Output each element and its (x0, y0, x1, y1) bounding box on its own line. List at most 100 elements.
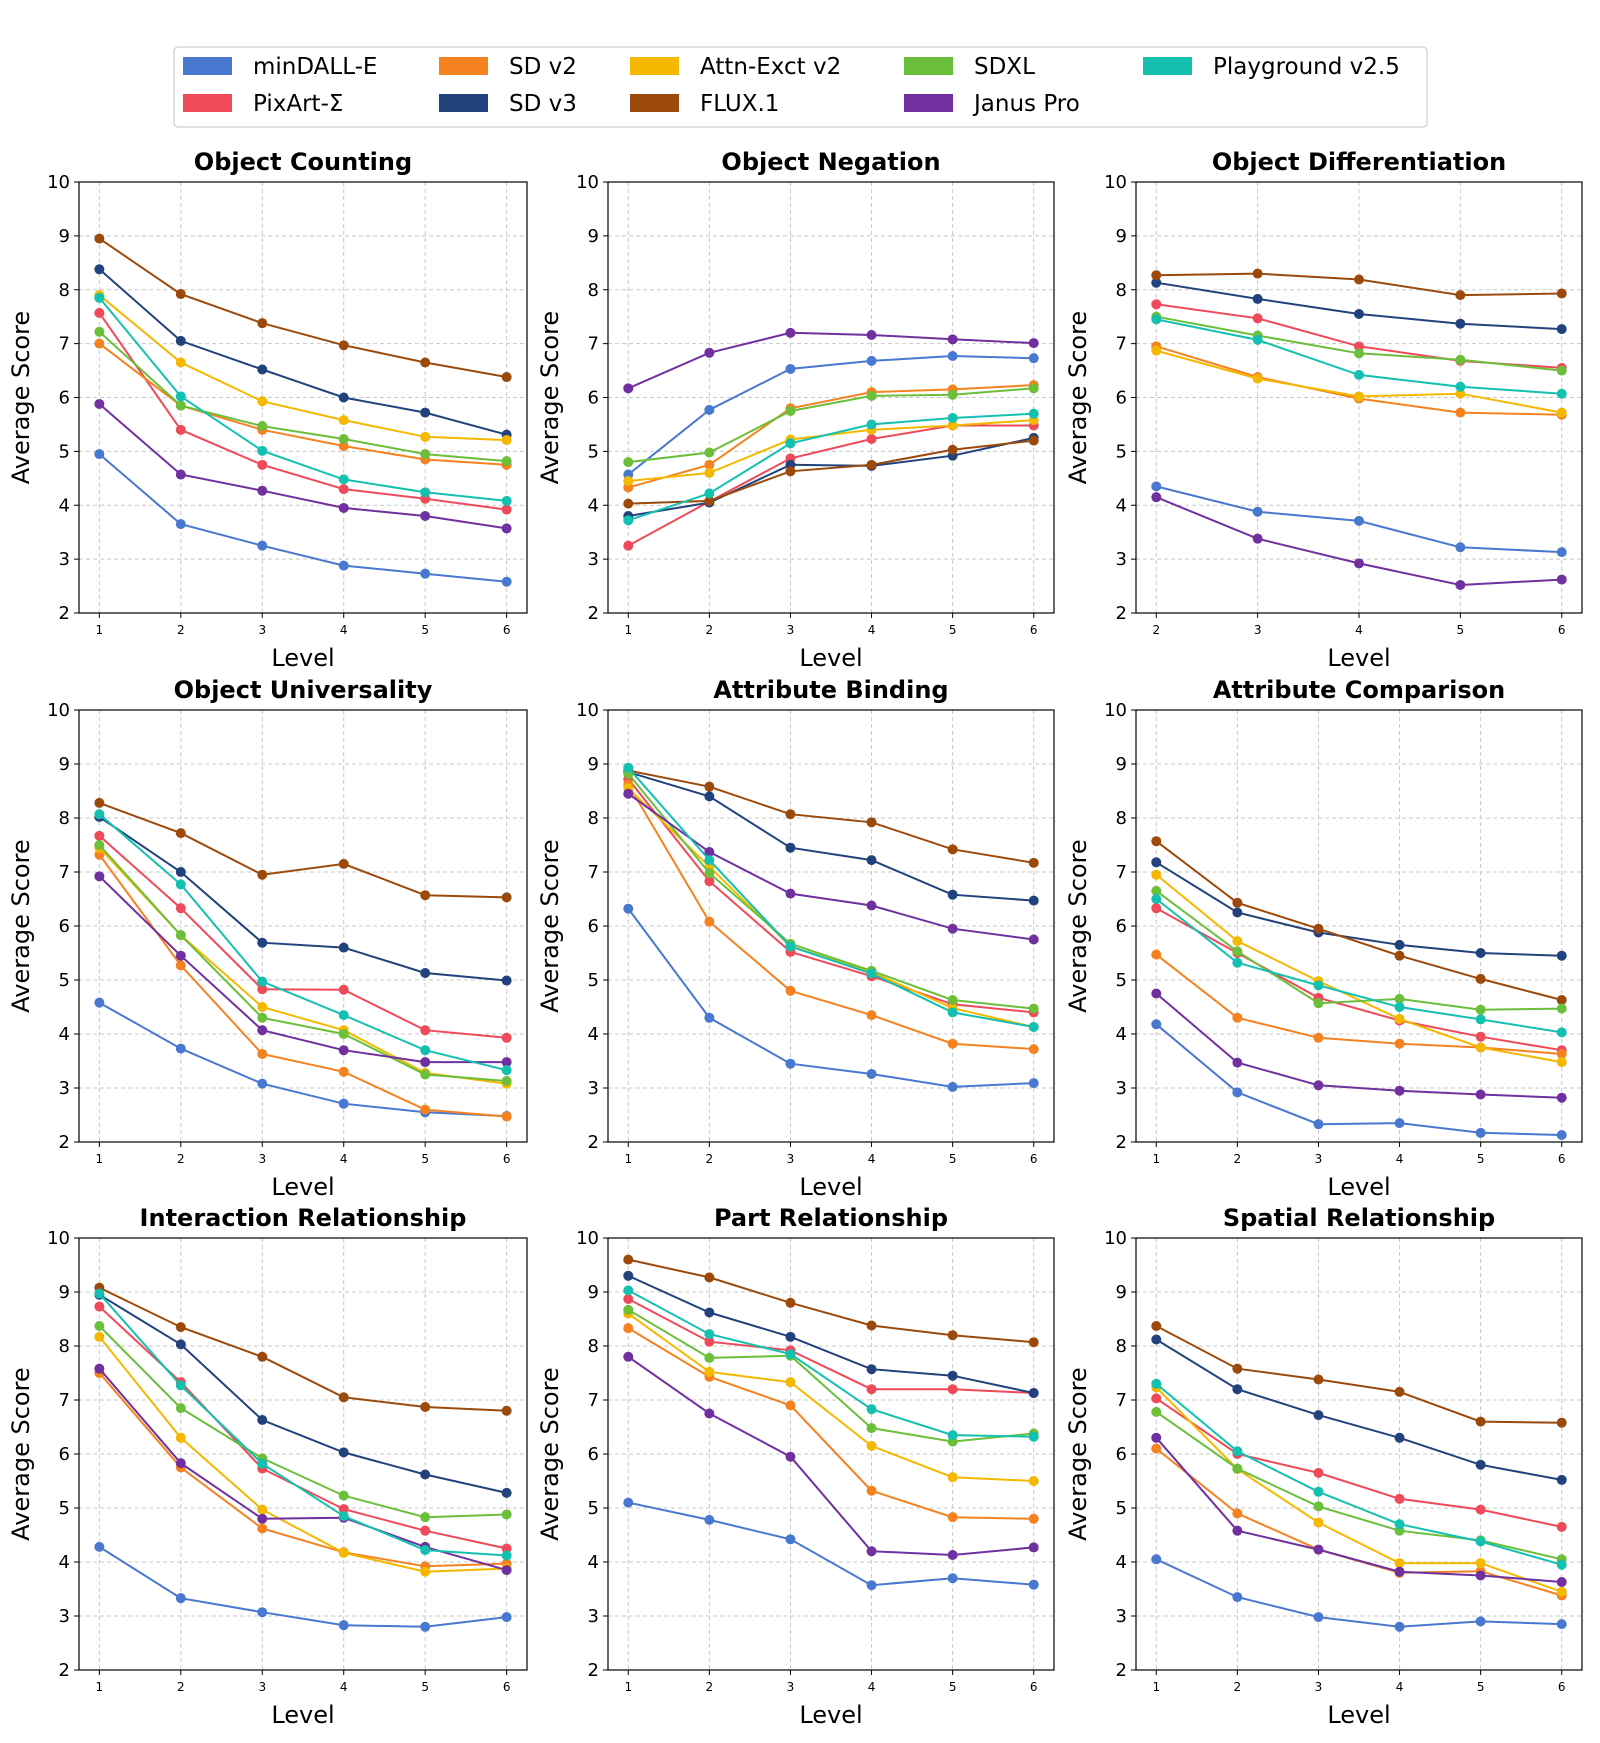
y-tick-label: 4 (59, 1552, 70, 1573)
legend-item-sd-v3: SD v3 (439, 91, 577, 117)
x-tick-label: 3 (1254, 623, 1262, 637)
x-tick-label: 1 (624, 623, 632, 637)
y-axis-label: Average Score (536, 311, 564, 484)
data-point (866, 330, 877, 341)
y-tick-label: 8 (1116, 808, 1127, 829)
data-point (1475, 973, 1486, 984)
y-tick-label: 7 (59, 862, 70, 883)
series-line (98, 237, 507, 378)
data-point (175, 1593, 186, 1604)
legend-label: SD v2 (509, 54, 577, 80)
y-axis: 2 3 4 5 6 7 8 9 10 (576, 1228, 608, 1681)
data-point (785, 1400, 796, 1411)
data-point (1151, 1019, 1162, 1030)
y-tick-label: 3 (59, 549, 70, 570)
y-tick-label: 10 (1104, 700, 1127, 721)
data-point (1455, 579, 1466, 590)
x-tick-label: 3 (1315, 1152, 1323, 1166)
data-point (1028, 934, 1039, 945)
data-point (338, 1511, 349, 1522)
data-point (623, 1285, 634, 1296)
data-point (623, 383, 634, 394)
data-point (785, 1331, 796, 1342)
subplot-title: Object Counting (194, 148, 412, 176)
data-point (338, 474, 349, 485)
data-point (704, 1514, 715, 1525)
y-tick-label: 10 (1104, 172, 1127, 193)
data-point (1394, 1558, 1405, 1569)
y-tick-label: 3 (1116, 1078, 1127, 1099)
subplot-object-counting: 2 3 4 5 6 7 8 9 10 1 2 3 4 5 6 Object Counting Level Aver… (7, 148, 528, 672)
data-point (420, 407, 431, 418)
data-point (257, 364, 268, 375)
data-point (338, 392, 349, 403)
data-point (1394, 1002, 1405, 1012)
data-point (785, 363, 796, 374)
legend-item-pixart: PixArt-Σ (183, 91, 343, 117)
y-axis-label: Average Score (7, 1367, 35, 1540)
y-tick-label: 7 (1116, 334, 1127, 355)
series-playground-v2-5 (1151, 1378, 1567, 1570)
y-axis-label: Average Score (536, 1367, 564, 1540)
data-point (501, 1509, 512, 1520)
data-point (501, 1543, 512, 1554)
data-point (866, 1364, 877, 1375)
data-point (1232, 1384, 1243, 1395)
x-tick-label: 2 (177, 623, 185, 637)
data-point (1028, 1431, 1039, 1442)
y-axis: 2 3 4 5 6 7 8 9 10 (576, 700, 608, 1153)
data-point (1556, 574, 1567, 585)
data-point (1151, 314, 1162, 325)
data-point (1232, 907, 1243, 918)
data-point (175, 357, 186, 368)
data-point (1232, 1012, 1243, 1023)
series-playground-v2-5 (1151, 894, 1567, 1038)
legend-label: Playground v2.5 (1213, 54, 1400, 80)
data-point (1313, 998, 1324, 1009)
data-point (866, 1068, 877, 1079)
data-point (1028, 1003, 1039, 1014)
y-tick-label: 9 (1116, 226, 1127, 247)
data-point (1028, 408, 1039, 419)
x-tick-label: 6 (1558, 623, 1566, 637)
data-point (704, 876, 715, 887)
series-line (627, 412, 1034, 522)
data-point (704, 1336, 715, 1347)
y-tick-label: 7 (59, 1390, 70, 1411)
series-line (98, 854, 507, 1118)
y-tick-label: 7 (588, 1390, 599, 1411)
y-tick-label: 8 (59, 280, 70, 301)
data-point (1455, 318, 1466, 329)
data-point (785, 1349, 796, 1360)
series-line (99, 801, 507, 899)
data-point (501, 1612, 512, 1623)
data-point (420, 1025, 431, 1036)
y-tick-label: 4 (588, 1024, 599, 1045)
data-point (785, 1451, 796, 1462)
data-point (785, 1534, 796, 1545)
x-tick-label: 4 (1396, 1152, 1404, 1166)
data-point (420, 1104, 431, 1115)
data-point (1475, 1504, 1486, 1515)
series-playground-v2-5 (623, 762, 1039, 1032)
series-line (628, 1501, 1034, 1587)
y-axis: 2 3 4 5 6 7 8 9 10 (1104, 172, 1136, 624)
series-playground-v2-5 (94, 292, 512, 506)
x-axis-label: Level (271, 1173, 334, 1201)
data-point (623, 1270, 634, 1281)
data-point (257, 318, 268, 329)
legend-swatch (630, 94, 679, 112)
series-line (627, 424, 1034, 547)
series-mindall-e (623, 903, 1039, 1092)
series-sd-v3 (1151, 277, 1567, 335)
data-point (94, 233, 105, 244)
series-line (1155, 992, 1562, 1099)
data-point (1556, 407, 1567, 418)
y-tick-label: 5 (1116, 1498, 1127, 1519)
data-point (1028, 1513, 1039, 1524)
series-attn-exct-v2 (623, 783, 1039, 1032)
data-point (785, 327, 796, 338)
data-point (1232, 946, 1243, 957)
data-point (1556, 1559, 1567, 1570)
